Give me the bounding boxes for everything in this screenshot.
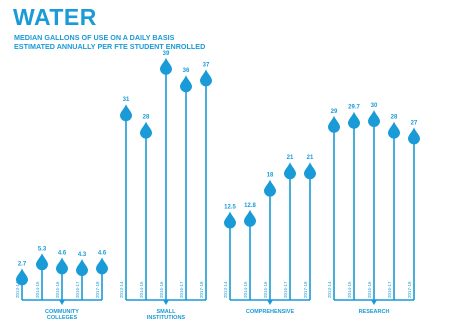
chart-title: WATER — [13, 4, 97, 30]
value-label: 28 — [391, 115, 398, 121]
value-label: 37 — [203, 62, 210, 68]
value-label: 4.6 — [58, 250, 67, 256]
year-tick-label: 2015-16 — [263, 281, 268, 298]
water-drop — [160, 57, 172, 75]
year-tick-label: 2013-14 — [223, 281, 228, 298]
water-drop — [56, 257, 68, 275]
group-pointer — [163, 300, 169, 305]
group-label: SMALL — [157, 309, 177, 315]
water-drop — [304, 162, 316, 180]
chart-subtitle: MEDIAN GALLONS OF USE ON A DAILY BASIS E… — [14, 33, 206, 51]
group-label: COMMUNITY — [45, 309, 79, 315]
subtitle-line-1: MEDIAN GALLONS OF USE ON A DAILY BASIS — [14, 33, 175, 42]
water-drop — [200, 69, 212, 87]
water-drop — [120, 104, 132, 122]
year-tick-label: 2015-16 — [55, 281, 60, 298]
group-label: INSTITUTIONS — [147, 315, 186, 321]
subtitle-line-2: ESTIMATED ANNUALLY PER FTE STUDENT ENROL… — [14, 41, 206, 51]
water-drop — [328, 115, 340, 133]
water-drop — [96, 257, 108, 275]
year-tick-label: 2015-16 — [367, 281, 372, 298]
water-drop — [16, 268, 28, 286]
year-tick-label: 2013-14 — [15, 281, 20, 298]
water-drop — [408, 127, 420, 145]
year-tick-label: 2016-17 — [283, 281, 288, 298]
year-tick-label: 2017-18 — [95, 281, 100, 298]
value-label: 4.3 — [78, 252, 87, 258]
year-tick-label: 2013-14 — [327, 281, 332, 298]
water-drop — [36, 253, 48, 271]
year-tick-label: 2014-15 — [139, 281, 144, 298]
group-label: COLLEGES — [47, 315, 78, 321]
group-pointer — [371, 300, 377, 305]
water-drop — [180, 75, 192, 93]
value-label: 31 — [123, 97, 130, 103]
year-tick-label: 2016-17 — [387, 281, 392, 298]
value-label: 27 — [411, 120, 418, 126]
year-tick-label: 2014-15 — [243, 281, 248, 298]
water-drop — [244, 209, 256, 227]
water-drop — [140, 121, 152, 139]
year-tick-label: 2017-18 — [407, 281, 412, 298]
year-tick-label: 2017-18 — [303, 281, 308, 298]
value-label: 12.8 — [244, 203, 256, 209]
water-drop — [264, 179, 276, 197]
value-label: 29.7 — [348, 105, 360, 111]
water-drop — [284, 162, 296, 180]
value-label: 29 — [331, 109, 338, 115]
value-label: 2.7 — [18, 261, 27, 267]
year-tick-label: 2014-15 — [347, 281, 352, 298]
water-drop — [348, 111, 360, 129]
group-label: COMPREHENSIVE — [246, 309, 295, 315]
year-tick-label: 2015-16 — [159, 281, 164, 298]
value-label: 12.5 — [224, 205, 236, 211]
water-drop — [388, 121, 400, 139]
water-drop — [224, 211, 237, 229]
value-label: 36 — [183, 68, 190, 74]
year-tick-label: 2013-14 — [119, 281, 124, 298]
group-pointer — [59, 300, 65, 305]
group-pointer — [267, 300, 273, 305]
value-label: 18 — [267, 173, 274, 179]
water-drop — [368, 110, 380, 127]
water-drop — [76, 259, 88, 277]
year-tick-label: 2016-17 — [179, 281, 184, 298]
value-label: 5.3 — [38, 246, 47, 252]
value-label: 39 — [163, 51, 170, 57]
year-tick-label: 2014-15 — [35, 281, 40, 298]
group-label: RESEARCH — [359, 309, 390, 315]
value-label: 21 — [287, 155, 294, 161]
value-label: 30 — [371, 103, 378, 109]
value-label: 21 — [307, 155, 314, 161]
year-tick-label: 2016-17 — [75, 281, 80, 298]
year-tick-label: 2017-18 — [199, 281, 204, 298]
value-label: 4.6 — [98, 250, 107, 256]
value-label: 28 — [143, 115, 150, 121]
